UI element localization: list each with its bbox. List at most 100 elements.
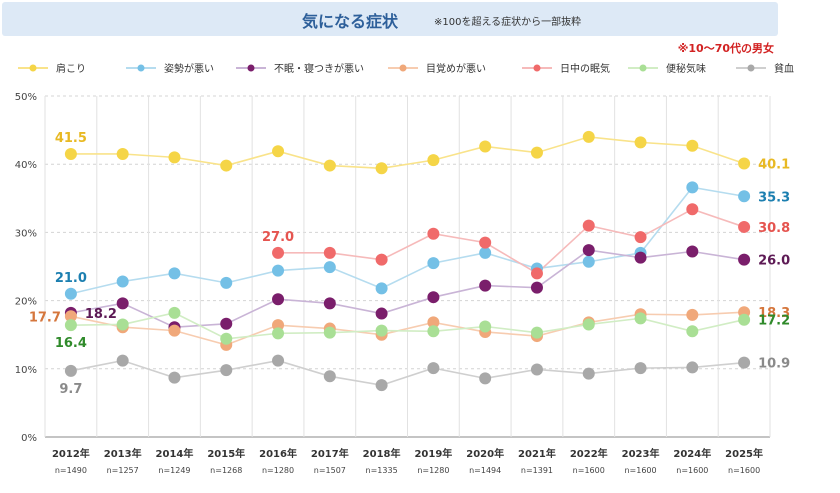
data-point [479, 372, 492, 385]
x-tick-label: 2015年 [207, 447, 245, 460]
data-point [323, 326, 336, 339]
data-point [582, 318, 595, 331]
data-point [323, 159, 336, 172]
data-point [738, 356, 751, 369]
y-tick-label: 0% [21, 433, 37, 444]
x-tick-label: 2019年 [414, 447, 452, 460]
legend-label: 目覚めが悪い [426, 62, 486, 75]
data-point [323, 261, 336, 274]
data-label: 17.2 [758, 314, 790, 329]
x-tick-label: 2018年 [363, 447, 401, 460]
data-point [738, 190, 751, 203]
data-point [582, 130, 595, 143]
data-point [634, 251, 647, 264]
x-tick-label: 2024年 [673, 447, 711, 460]
data-point [272, 354, 285, 367]
data-label: 35.3 [758, 190, 790, 205]
data-point [427, 257, 440, 270]
legend-marker [639, 64, 647, 72]
x-tick-label: 2023年 [622, 447, 660, 460]
data-point [479, 236, 492, 249]
legend-marker [29, 64, 37, 72]
data-point [323, 297, 336, 310]
series-line [70, 312, 745, 340]
data-point [427, 325, 440, 338]
sample-size-label: n=1391 [521, 466, 553, 475]
x-tick-label: 2016年 [259, 447, 297, 460]
data-point [168, 371, 181, 384]
data-label: 16.4 [55, 336, 87, 351]
series-line [70, 359, 745, 386]
sample-size-label: n=1494 [469, 466, 501, 475]
series-line [70, 136, 745, 170]
data-label: 18.2 [85, 307, 117, 322]
data-point [479, 320, 492, 333]
data-point [64, 319, 77, 332]
data-point [738, 313, 751, 326]
data-point [634, 362, 647, 375]
series-line [70, 186, 745, 295]
data-label: 40.1 [758, 158, 790, 173]
x-tick-label: 2025年 [725, 447, 763, 460]
sample-size-label: n=1257 [107, 466, 139, 475]
data-point [686, 139, 699, 152]
data-point [530, 363, 543, 376]
legend-label: 肩こり [56, 62, 86, 75]
data-label: 9.7 [59, 382, 82, 397]
sample-size-label: n=1280 [262, 466, 294, 475]
x-tick-label: 2013年 [104, 447, 142, 460]
data-point [582, 367, 595, 380]
x-tick-label: 2017年 [311, 447, 349, 460]
y-tick-label: 30% [15, 228, 37, 239]
data-label: 18.3 [758, 306, 790, 321]
legend-label: 姿勢が悪い [164, 62, 214, 75]
data-point [220, 364, 233, 377]
series-line [70, 311, 745, 346]
legend-label: 日中の眠気 [560, 62, 610, 75]
sample-size-label: n=1600 [676, 466, 708, 475]
data-point [272, 145, 285, 158]
data-point [375, 162, 388, 175]
data-point [427, 362, 440, 375]
data-point [116, 297, 129, 310]
series-line [70, 249, 745, 329]
sample-size-label: n=1280 [417, 466, 449, 475]
data-point [738, 220, 751, 233]
data-point [116, 275, 129, 288]
x-tick-label: 2020年 [466, 447, 504, 460]
data-point [738, 157, 751, 170]
x-tick-label: 2022年 [570, 447, 608, 460]
legend-marker [137, 64, 145, 72]
data-point [686, 203, 699, 216]
data-point [530, 326, 543, 339]
data-point [168, 151, 181, 164]
data-point [582, 244, 595, 257]
legend-marker [747, 64, 755, 72]
data-point [530, 267, 543, 280]
data-point [272, 327, 285, 340]
legend-label: 不眠・寝つきが悪い [274, 62, 364, 75]
data-point [686, 181, 699, 194]
sample-size-label: n=1249 [158, 466, 190, 475]
sample-size-label: n=1335 [366, 466, 398, 475]
data-point [64, 147, 77, 160]
data-point [427, 291, 440, 304]
data-point [530, 146, 543, 159]
sample-size-label: n=1268 [210, 466, 242, 475]
data-point [220, 159, 233, 172]
data-point [116, 147, 129, 160]
data-point [427, 154, 440, 167]
data-point [168, 267, 181, 280]
data-point [64, 287, 77, 300]
legend-label: 便秘気味 [666, 62, 706, 75]
legend-marker [533, 64, 541, 72]
data-point [375, 307, 388, 320]
data-point [375, 282, 388, 295]
data-point [375, 324, 388, 337]
data-point [220, 332, 233, 345]
legend-label: 貧血 [774, 62, 794, 75]
y-tick-label: 20% [15, 297, 37, 308]
x-tick-label: 2014年 [156, 447, 194, 460]
